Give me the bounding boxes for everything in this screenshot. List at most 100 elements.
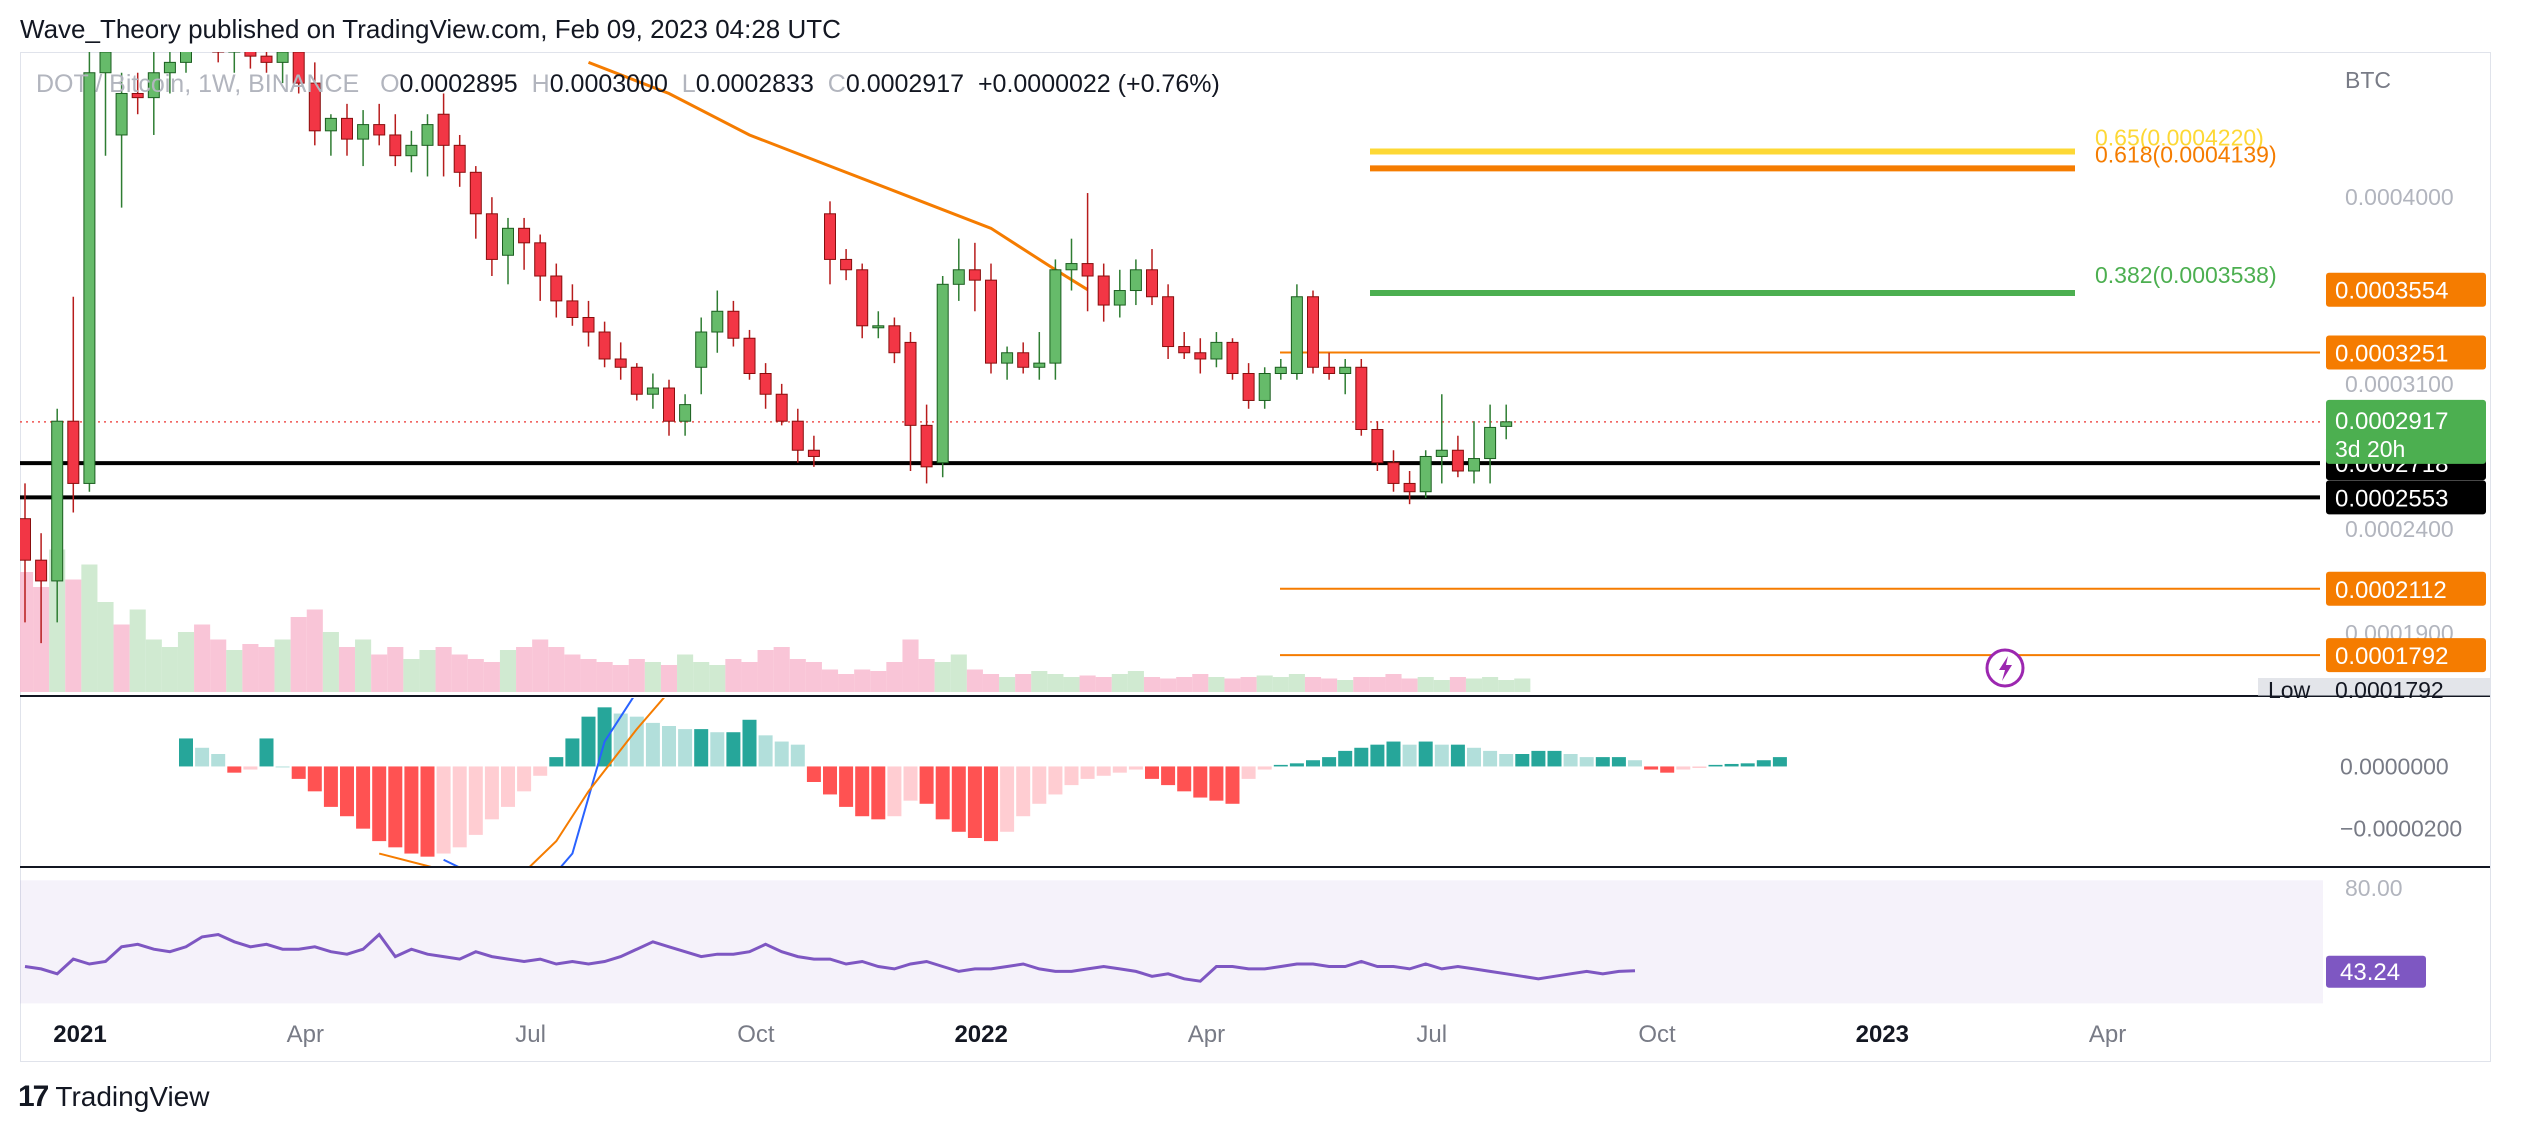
candle bbox=[1113, 269, 1126, 318]
price-badge[interactable]: 0.0003554 bbox=[2326, 272, 2486, 307]
candle bbox=[711, 290, 724, 353]
macd-histogram-bar bbox=[484, 766, 499, 820]
macd-histogram-bar bbox=[1628, 760, 1642, 767]
volume-bar bbox=[226, 650, 243, 692]
axes: BTC0.00040000.00031000.00024000.00019000… bbox=[20, 67, 2490, 1048]
candle bbox=[1387, 450, 1400, 492]
candle bbox=[743, 329, 756, 380]
alert-icon[interactable] bbox=[1985, 648, 2025, 688]
volume-bar bbox=[516, 647, 533, 692]
volume-bar bbox=[1433, 680, 1450, 692]
macd-histogram-bar bbox=[291, 766, 306, 779]
candle bbox=[1451, 435, 1464, 478]
volume-bar bbox=[1079, 675, 1096, 692]
macd-histogram-bar bbox=[1724, 763, 1739, 767]
volume-bar bbox=[129, 609, 146, 692]
low-label: Low 0.0001792 bbox=[2258, 677, 2490, 703]
macd-histogram-bar bbox=[1499, 754, 1514, 767]
legend-close: 0.0002917 bbox=[845, 70, 965, 98]
macd-histogram-bar bbox=[1676, 766, 1691, 770]
macd-histogram-bar bbox=[356, 766, 371, 829]
macd-histogram-bar bbox=[581, 716, 596, 767]
volume-bar bbox=[20, 572, 34, 692]
price-badge[interactable]: 0.0001792 bbox=[2326, 638, 2486, 673]
volume-bar bbox=[435, 647, 452, 692]
candle bbox=[276, 52, 289, 84]
volume-bar bbox=[161, 647, 178, 692]
macd-histogram-bar bbox=[1064, 766, 1079, 786]
volume-bar bbox=[741, 662, 758, 692]
macd-histogram-bar bbox=[227, 766, 242, 773]
volume-bar bbox=[81, 564, 98, 692]
volume-bar bbox=[1288, 674, 1305, 692]
candle bbox=[759, 363, 772, 409]
volume-bar bbox=[886, 662, 903, 692]
volume-bar bbox=[1127, 671, 1144, 692]
candle bbox=[920, 404, 933, 484]
symbol-legend[interactable]: DOT / Bitcoin, 1W, BINANCE O0.0002895 H0… bbox=[36, 70, 1220, 99]
candle bbox=[1242, 363, 1255, 409]
candle bbox=[1146, 249, 1158, 306]
macd-histogram-bar bbox=[1273, 764, 1288, 767]
volume-bar bbox=[1369, 677, 1386, 692]
volume-bar bbox=[548, 647, 565, 692]
candle bbox=[67, 296, 80, 513]
volume-bar bbox=[242, 644, 259, 692]
tradingview-logo[interactable]: 17 TradingView bbox=[18, 1080, 209, 1114]
volume-bar bbox=[918, 659, 935, 692]
macd-histogram-bar bbox=[871, 766, 886, 820]
candle bbox=[824, 201, 836, 285]
macd-histogram-bar bbox=[839, 766, 854, 807]
volume-bar bbox=[1031, 671, 1048, 692]
candle bbox=[582, 300, 595, 347]
candle bbox=[1323, 352, 1336, 380]
svg-text:0.0002112: 0.0002112 bbox=[2335, 577, 2447, 604]
volume-bar bbox=[677, 654, 694, 692]
price-badge[interactable]: 0.0003251 bbox=[2326, 335, 2486, 370]
volume-bar bbox=[821, 669, 839, 692]
candle bbox=[1162, 284, 1175, 359]
macd-histogram-bar bbox=[1467, 747, 1481, 767]
volume-bar bbox=[1208, 677, 1225, 692]
volume-bar bbox=[1401, 678, 1418, 692]
macd-histogram-bar bbox=[790, 744, 805, 767]
candle bbox=[197, 11, 208, 52]
macd-histogram-bar bbox=[823, 766, 837, 795]
macd-histogram-bar bbox=[340, 766, 354, 817]
macd-histogram-bar bbox=[1338, 750, 1353, 767]
candle bbox=[1194, 338, 1207, 374]
candle bbox=[1307, 290, 1319, 374]
candle bbox=[1484, 404, 1497, 484]
candle bbox=[83, 52, 96, 492]
macd-histogram-bar bbox=[372, 766, 387, 842]
candle bbox=[518, 217, 531, 270]
candle bbox=[872, 311, 885, 339]
macd-line bbox=[443, 698, 634, 866]
volume-bar bbox=[902, 639, 919, 692]
candle bbox=[985, 263, 997, 374]
bar-countdown: 3d 20h bbox=[2335, 436, 2405, 462]
legend-symbol[interactable]: DOT / Bitcoin, 1W, BINANCE bbox=[36, 70, 360, 98]
candle bbox=[1001, 346, 1014, 380]
macd-histogram-bar bbox=[1418, 741, 1433, 767]
candle bbox=[51, 408, 64, 623]
macd-histogram-bar bbox=[404, 766, 419, 854]
macd-histogram-bar bbox=[1354, 747, 1369, 767]
candle bbox=[663, 379, 675, 436]
candle bbox=[1500, 404, 1513, 440]
candle bbox=[1033, 332, 1046, 380]
macd-histogram-bar bbox=[1080, 766, 1095, 779]
macd-histogram-bar bbox=[919, 766, 934, 804]
macd-histogram-bar bbox=[275, 766, 290, 768]
y-tick-label: 0.0002400 bbox=[2345, 516, 2454, 542]
macd-histogram-bar bbox=[967, 766, 982, 838]
x-tick-label: 2021 bbox=[53, 1021, 106, 1048]
price-badge[interactable]: 0.0002112 bbox=[2326, 571, 2486, 606]
svg-text:0.0002553: 0.0002553 bbox=[2335, 485, 2448, 512]
candle bbox=[1210, 332, 1223, 368]
price-badge[interactable]: 0.0002553 bbox=[2326, 480, 2486, 515]
macd-histogram-bar bbox=[1660, 766, 1675, 773]
volume-bar bbox=[1063, 677, 1080, 692]
candle bbox=[389, 114, 402, 167]
